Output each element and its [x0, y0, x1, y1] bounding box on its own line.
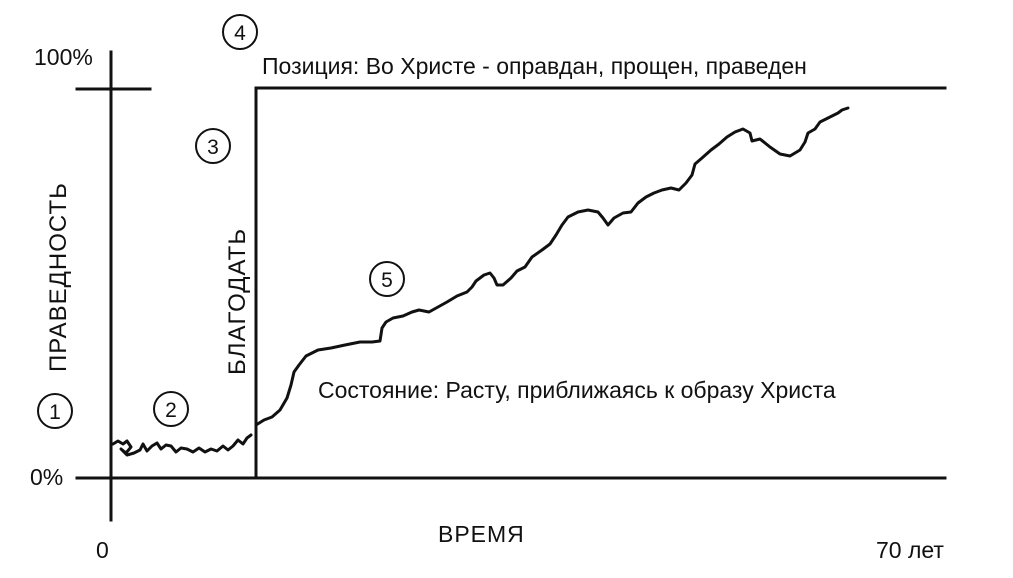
marker-5: 5 [369, 261, 405, 297]
marker-1: 1 [37, 393, 73, 429]
marker-4: 4 [222, 14, 258, 50]
pre-grace-wavy-line [111, 433, 253, 457]
marker-3: 3 [195, 128, 231, 164]
marker-5-number: 5 [381, 269, 393, 292]
marker-2-number: 2 [165, 399, 177, 422]
x-axis-label: ВРЕМЯ [438, 521, 525, 547]
marker-2: 2 [153, 391, 189, 427]
marker-3-number: 3 [207, 136, 219, 159]
marker-4-number: 4 [234, 22, 246, 45]
growth-curve [254, 106, 850, 427]
marker-1-number: 1 [49, 401, 61, 424]
grace-label: БЛАГОДАТЬ [224, 228, 251, 375]
x-end-label: 70 лет [876, 537, 944, 563]
x-start-label: 0 [96, 537, 109, 563]
y-bottom-label: 0% [30, 464, 63, 490]
y-top-label: 100% [34, 44, 93, 70]
position-label: Позиция: Во Христе - оправдан, прощен, п… [262, 53, 807, 79]
state-label: Состояние: Расту, приближаясь к образу Х… [318, 377, 836, 403]
y-axis-label: ПРАВЕДНОСТЬ [45, 182, 72, 372]
